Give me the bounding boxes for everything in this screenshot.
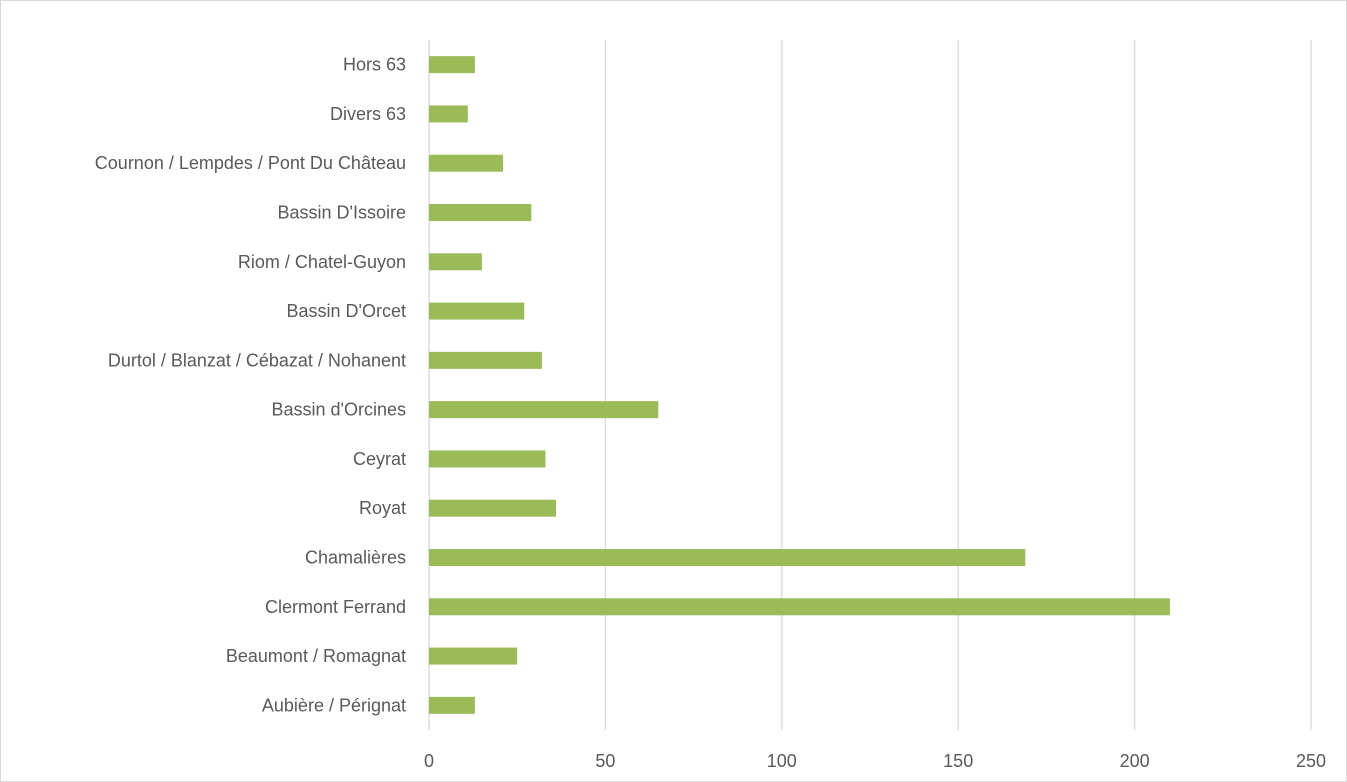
- x-tick-labels: 0 50 100 150 200 250: [424, 751, 1326, 771]
- category-label: Clermont Ferrand: [265, 597, 406, 617]
- category-label: Divers 63: [330, 104, 406, 124]
- x-tick-label: 200: [1120, 751, 1150, 771]
- category-label: Hors 63: [343, 55, 406, 75]
- x-tick-label: 100: [767, 751, 797, 771]
- bar: [429, 56, 475, 74]
- category-label: Royat: [359, 498, 406, 518]
- bar: [429, 647, 518, 665]
- bar: [429, 549, 1026, 566]
- bar: [429, 302, 525, 320]
- bar: [429, 204, 532, 221]
- category-label: Bassin D'Orcet: [287, 301, 406, 321]
- x-tick-label: 0: [424, 751, 434, 771]
- category-label: Ceyrat: [353, 449, 406, 469]
- category-label: Aubière / Pérignat: [262, 695, 406, 715]
- category-labels: Aubière / Pérignat Beaumont / Romagnat Cle…: [95, 55, 406, 716]
- bar: [429, 105, 468, 123]
- x-tick-label: 50: [595, 751, 615, 771]
- bar: [429, 253, 482, 271]
- bar: [429, 450, 546, 468]
- x-tick-label: 250: [1296, 751, 1326, 771]
- category-label: Riom / Chatel-Guyon: [238, 252, 406, 272]
- bars: [429, 56, 1170, 714]
- bar: [429, 154, 504, 172]
- bar: [429, 598, 1170, 616]
- category-label: Cournon / Lempdes / Pont Du Château: [95, 153, 406, 173]
- bar: [429, 696, 475, 714]
- bar: [429, 351, 542, 369]
- category-label: Bassin d'Orcines: [272, 400, 407, 420]
- grid-lines: [428, 40, 1312, 730]
- bar: [429, 499, 557, 517]
- category-label: Durtol / Blanzat / Cébazat / Nohanent: [108, 350, 406, 370]
- x-tick-label: 150: [943, 751, 973, 771]
- category-label: Beaumont / Romagnat: [226, 646, 406, 666]
- category-label: Bassin D'Issoire: [278, 203, 406, 223]
- category-label: Chamalières: [305, 548, 406, 568]
- bar: [429, 401, 659, 419]
